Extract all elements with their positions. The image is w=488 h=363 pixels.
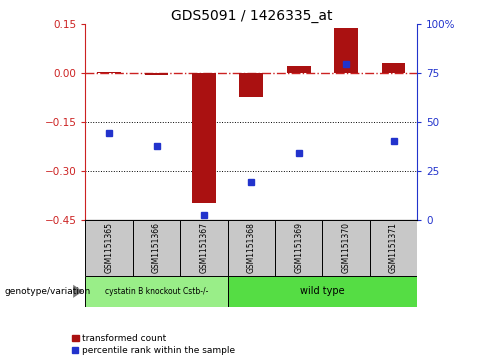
Bar [144,73,168,75]
Text: GSM1151369: GSM1151369 [294,222,303,273]
Bar [180,220,227,276]
Text: GSM1151370: GSM1151370 [342,222,351,273]
Bar [287,66,310,73]
Bar [227,276,417,307]
Bar [85,276,227,307]
Polygon shape [73,285,83,298]
Bar [240,73,263,97]
Bar [227,220,275,276]
Bar [85,220,133,276]
Bar [97,72,121,73]
Text: GSM1151368: GSM1151368 [247,222,256,273]
Text: GSM1151371: GSM1151371 [389,222,398,273]
Bar [382,64,406,73]
Text: wild type: wild type [300,286,345,296]
Bar [334,28,358,73]
Text: GSM1151366: GSM1151366 [152,222,161,273]
Text: GSM1151365: GSM1151365 [104,222,114,273]
Bar [133,220,180,276]
Title: GDS5091 / 1426335_at: GDS5091 / 1426335_at [171,9,332,23]
Bar [323,220,370,276]
Bar [192,73,216,203]
Text: genotype/variation: genotype/variation [5,287,91,296]
Text: GSM1151367: GSM1151367 [200,222,208,273]
Legend: transformed count, percentile rank within the sample: transformed count, percentile rank withi… [68,331,239,359]
Bar [370,220,417,276]
Text: cystatin B knockout Cstb-/-: cystatin B knockout Cstb-/- [105,287,208,296]
Bar [275,220,323,276]
